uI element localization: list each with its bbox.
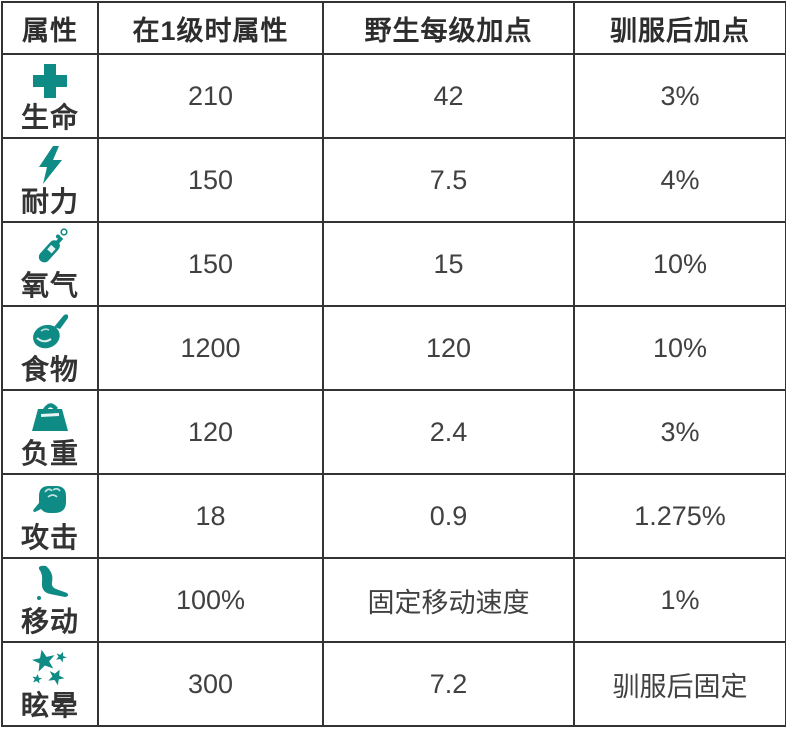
health-icon: [30, 61, 70, 101]
table-row: 食物 1200 120 10%: [1, 305, 786, 391]
level1-stat-value: 300: [97, 641, 324, 727]
table-row: 氧气 150 15 10%: [1, 221, 786, 307]
level1-stat-value: 18: [97, 473, 324, 559]
attribute-label: 眩晕: [20, 690, 79, 721]
wild-per-level-value: 120: [322, 305, 575, 391]
table-row: 耐力 150 7.5 4%: [1, 137, 786, 223]
after-tame-value: 3%: [573, 53, 786, 139]
attribute-label: 攻击: [20, 522, 79, 553]
after-tame-value: 10%: [573, 221, 786, 307]
table-row: 生命 210 42 3%: [1, 53, 786, 139]
col-header-level1-stat: 在1级时属性: [97, 1, 324, 55]
attribute-cell: 氧气: [1, 221, 99, 307]
level1-stat-value: 100%: [97, 557, 324, 643]
attribute-cell: 耐力: [1, 137, 99, 223]
level1-stat-value: 210: [97, 53, 324, 139]
attribute-cell: 生命: [1, 53, 99, 139]
after-tame-value: 10%: [573, 305, 786, 391]
col-header-attribute: 属性: [1, 1, 99, 55]
wild-per-level-value: 0.9: [322, 473, 575, 559]
attribute-label: 耐力: [20, 186, 79, 217]
table-row: 移动 100% 固定移动速度 1%: [1, 557, 786, 643]
wild-per-level-value: 2.4: [322, 389, 575, 475]
attribute-label: 食物: [20, 354, 79, 385]
wild-per-level-value: 7.5: [322, 137, 575, 223]
attribute-label: 负重: [20, 438, 79, 469]
col-header-wild-per-level: 野生每级加点: [322, 1, 575, 55]
attribute-cell: 眩晕: [1, 641, 99, 727]
attribute-cell: 移动: [1, 557, 99, 643]
movement-icon: [30, 563, 70, 605]
oxygen-icon: [29, 227, 71, 269]
level1-stat-value: 150: [97, 221, 324, 307]
weight-icon: [29, 397, 71, 437]
attribute-label: 氧气: [20, 270, 79, 301]
table-row: 眩晕 300 7.2 驯服后固定: [1, 641, 786, 727]
wild-per-level-value: 固定移动速度: [322, 557, 575, 643]
attribute-cell: 负重: [1, 389, 99, 475]
stamina-icon: [33, 145, 67, 185]
after-tame-value: 驯服后固定: [573, 641, 786, 727]
attribute-label: 移动: [20, 606, 79, 637]
attack-icon: [30, 479, 70, 521]
level1-stat-value: 1200: [97, 305, 324, 391]
after-tame-value: 1.275%: [573, 473, 786, 559]
wild-per-level-value: 42: [322, 53, 575, 139]
attribute-cell: 攻击: [1, 473, 99, 559]
col-header-after-tame: 驯服后加点: [573, 1, 786, 55]
after-tame-value: 1%: [573, 557, 786, 643]
after-tame-value: 3%: [573, 389, 786, 475]
attribute-cell: 食物: [1, 305, 99, 391]
after-tame-value: 4%: [573, 137, 786, 223]
attribute-label: 生命: [20, 102, 79, 133]
torpor-icon: [29, 649, 71, 689]
level1-stat-value: 150: [97, 137, 324, 223]
food-icon: [28, 311, 72, 353]
table-row: 负重 120 2.4 3%: [1, 389, 786, 475]
creature-stats-table: 属性 在1级时属性 野生每级加点 驯服后加点 生命 210 42 3% 耐力 150 7.5…: [1, 1, 786, 727]
wild-per-level-value: 15: [322, 221, 575, 307]
header-row: 属性 在1级时属性 野生每级加点 驯服后加点: [1, 1, 786, 55]
table-row: 攻击 18 0.9 1.275%: [1, 473, 786, 559]
wild-per-level-value: 7.2: [322, 641, 575, 727]
level1-stat-value: 120: [97, 389, 324, 475]
